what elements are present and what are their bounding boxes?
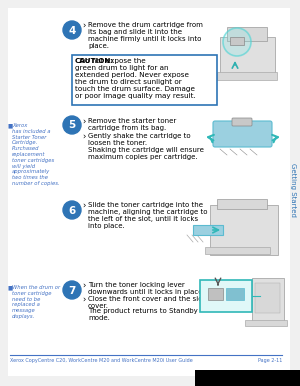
Text: When the drum or
toner cartridge
need to be
replaced a
message
displays.: When the drum or toner cartridge need to… (12, 285, 60, 319)
FancyBboxPatch shape (205, 247, 270, 254)
Text: 6: 6 (68, 205, 76, 215)
FancyBboxPatch shape (193, 225, 223, 235)
Circle shape (63, 21, 81, 39)
FancyBboxPatch shape (8, 8, 290, 376)
FancyBboxPatch shape (200, 280, 252, 312)
Text: ›: › (82, 282, 85, 291)
Text: Slide the toner cartridge into the
machine, aligning the cartridge to
the left o: Slide the toner cartridge into the machi… (88, 202, 208, 229)
Text: ■: ■ (7, 285, 12, 290)
FancyBboxPatch shape (227, 27, 267, 41)
Text: 7: 7 (68, 286, 76, 296)
Text: ■: ■ (7, 123, 12, 128)
FancyBboxPatch shape (210, 205, 278, 255)
Text: Remove the starter toner
cartridge from its bag.: Remove the starter toner cartridge from … (88, 118, 176, 131)
Text: 4: 4 (68, 25, 76, 36)
FancyBboxPatch shape (230, 37, 244, 45)
Text: The product returns to Standby
mode.: The product returns to Standby mode. (88, 308, 198, 321)
Text: 5: 5 (68, 120, 76, 130)
Text: Shaking the cartridge will ensure
maximum copies per cartridge.: Shaking the cartridge will ensure maximu… (88, 147, 204, 160)
Circle shape (63, 116, 81, 134)
FancyBboxPatch shape (226, 288, 244, 300)
Text: Xerox
has included a
Starter Toner
Cartridge.
Purchased
replacement
toner cartri: Xerox has included a Starter Toner Cartr… (12, 123, 60, 186)
FancyBboxPatch shape (208, 288, 223, 300)
Text: ›: › (82, 118, 85, 127)
Text: Gently shake the cartridge to
loosen the toner.: Gently shake the cartridge to loosen the… (88, 133, 190, 146)
Text: Do not expose the
green drum to light for an
extended period. Never expose
the d: Do not expose the green drum to light fo… (75, 58, 196, 99)
FancyBboxPatch shape (213, 121, 272, 147)
Text: ›: › (82, 296, 85, 305)
Text: Page 2-11: Page 2-11 (258, 358, 282, 363)
Text: ›: › (82, 22, 85, 31)
FancyBboxPatch shape (217, 72, 277, 80)
FancyBboxPatch shape (255, 283, 280, 313)
Circle shape (63, 281, 81, 299)
FancyBboxPatch shape (220, 37, 275, 79)
Circle shape (63, 201, 81, 219)
FancyBboxPatch shape (217, 199, 267, 209)
FancyBboxPatch shape (195, 370, 300, 386)
Circle shape (223, 28, 251, 56)
FancyBboxPatch shape (232, 118, 252, 126)
Text: CAUTION:: CAUTION: (75, 58, 114, 64)
FancyBboxPatch shape (245, 320, 287, 326)
FancyBboxPatch shape (252, 278, 284, 323)
Text: Turn the toner locking lever
downwards until it locks in place.: Turn the toner locking lever downwards u… (88, 282, 205, 295)
Text: Close the front cover and the side
cover.: Close the front cover and the side cover… (88, 296, 207, 309)
Text: ›: › (82, 202, 85, 211)
FancyBboxPatch shape (72, 55, 217, 105)
Text: Remove the drum cartridge from
its bag and slide it into the
machine firmly unti: Remove the drum cartridge from its bag a… (88, 22, 203, 49)
Text: Xerox CopyCentre C20, WorkCentre M20 and WorkCentre M20i User Guide: Xerox CopyCentre C20, WorkCentre M20 and… (10, 358, 193, 363)
Text: Getting Started: Getting Started (290, 163, 296, 217)
Text: ›: › (82, 133, 85, 142)
